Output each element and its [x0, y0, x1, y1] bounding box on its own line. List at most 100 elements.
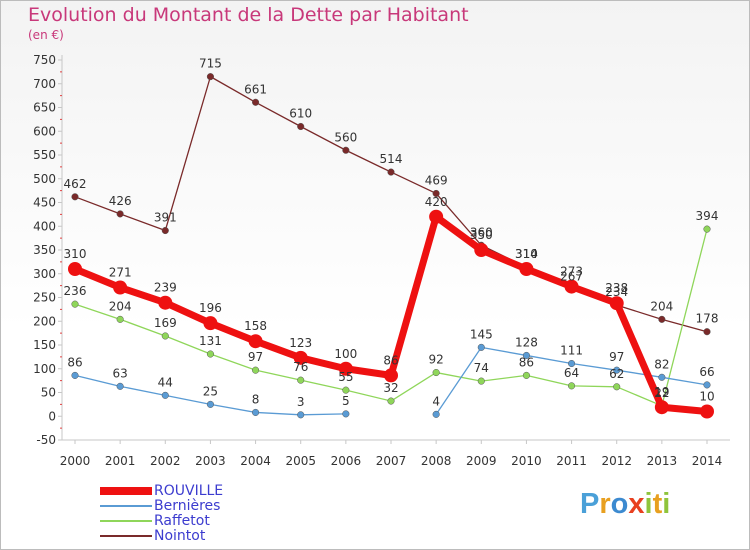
data-point: [342, 146, 350, 154]
data-labels: 4624263917156616105605144693603142672342…: [64, 57, 719, 409]
data-point: [384, 368, 398, 383]
logo-letter: t: [652, 488, 663, 520]
data-point: [474, 243, 489, 257]
data-point: [387, 168, 395, 176]
data-point: [203, 316, 218, 331]
data-label: 204: [650, 299, 673, 313]
data-point: [429, 209, 444, 224]
data-point: [252, 408, 260, 417]
y-tick-label: 650: [33, 101, 56, 115]
data-point: [477, 343, 485, 351]
data-label: 97: [609, 350, 624, 364]
y-tick-label: 350: [33, 243, 56, 257]
data-label: 131: [199, 334, 222, 348]
chart-title: Evolution du Montant de la Dette par Hab…: [28, 4, 469, 26]
x-tick-label: 2008: [421, 454, 452, 468]
data-label: 128: [515, 335, 538, 349]
data-label: 25: [203, 384, 218, 398]
data-point: [613, 366, 621, 374]
data-point: [116, 315, 124, 323]
x-tick-label: 2009: [466, 454, 497, 468]
y-tick-label: 400: [33, 219, 56, 233]
data-point: [387, 397, 395, 405]
y-tick-label: 750: [33, 53, 56, 67]
data-point: [161, 391, 169, 399]
data-label: 314: [515, 247, 538, 261]
x-tick-label: 2012: [601, 454, 632, 468]
legend-swatch: [100, 487, 152, 495]
data-point: [342, 386, 350, 394]
y-tick-label: 300: [33, 267, 56, 281]
data-point: [703, 225, 711, 233]
data-label: 560: [334, 130, 357, 144]
data-label: 196: [199, 301, 222, 315]
legend-item-nointot: Nointot: [100, 528, 300, 544]
data-label: 100: [334, 347, 357, 361]
data-point: [432, 189, 440, 198]
legend-label: Nointot: [154, 528, 206, 544]
data-label: 145: [470, 327, 493, 341]
data-point: [613, 383, 621, 391]
data-label: 514: [380, 152, 403, 166]
legend-item-raffetot: Raffetot: [100, 513, 300, 529]
data-point: [703, 328, 711, 336]
data-label: 97: [248, 350, 263, 364]
y-tick-label: -50: [36, 433, 56, 447]
logo-letter: i: [662, 488, 671, 520]
proxiti-logo: Proxiti: [580, 488, 670, 521]
series-raffetot: [71, 225, 711, 410]
data-point: [703, 381, 711, 389]
x-tick-label: 2000: [60, 454, 91, 468]
x-tick-label: 2007: [376, 454, 407, 468]
data-label: 610: [289, 107, 312, 121]
data-point: [477, 377, 485, 385]
y-tick-label: 450: [33, 196, 56, 210]
data-label: 178: [696, 312, 719, 326]
data-label: 661: [244, 82, 267, 96]
data-label: 4: [432, 394, 440, 408]
y-tick-label: 100: [33, 362, 56, 376]
data-point: [206, 350, 214, 358]
logo-letter: x: [628, 488, 645, 520]
data-label: 22: [654, 386, 669, 400]
data-point: [609, 296, 624, 311]
data-label: 19: [654, 385, 669, 399]
data-label: 239: [154, 281, 177, 295]
data-point: [564, 279, 579, 294]
y-tick-label: 250: [33, 291, 56, 305]
data-point: [71, 300, 79, 308]
data-point: [432, 410, 440, 418]
legend-swatch: [100, 505, 152, 507]
data-label: 123: [289, 336, 312, 350]
legend: ROUVILLE Bernières Raffetot Nointot: [100, 483, 300, 544]
series-bernières: [71, 343, 711, 419]
data-label: 66: [699, 365, 714, 379]
data-label: 10: [699, 390, 714, 404]
data-point: [248, 334, 263, 349]
data-point: [658, 315, 666, 323]
data-point: [68, 262, 82, 276]
data-label: 158: [244, 319, 267, 333]
data-point: [658, 373, 666, 381]
data-label: 420: [425, 195, 448, 209]
data-point: [116, 382, 124, 390]
data-point: [519, 262, 534, 276]
data-point: [71, 371, 79, 379]
data-label: 111: [560, 344, 583, 358]
x-tick-label: 2001: [105, 454, 136, 468]
data-point: [568, 359, 576, 368]
data-point: [206, 73, 214, 81]
data-label: 3: [297, 395, 305, 409]
data-point: [568, 382, 576, 390]
data-label: 76: [293, 360, 308, 374]
legend-item-bernières: Bernières: [100, 498, 300, 514]
logo-letter: o: [610, 488, 629, 520]
data-label: 86: [519, 355, 534, 369]
y-tick-label: 600: [33, 124, 56, 138]
data-label: 310: [64, 247, 87, 261]
data-point: [522, 351, 530, 360]
data-label: 74: [474, 361, 489, 375]
data-label: 394: [696, 209, 719, 223]
